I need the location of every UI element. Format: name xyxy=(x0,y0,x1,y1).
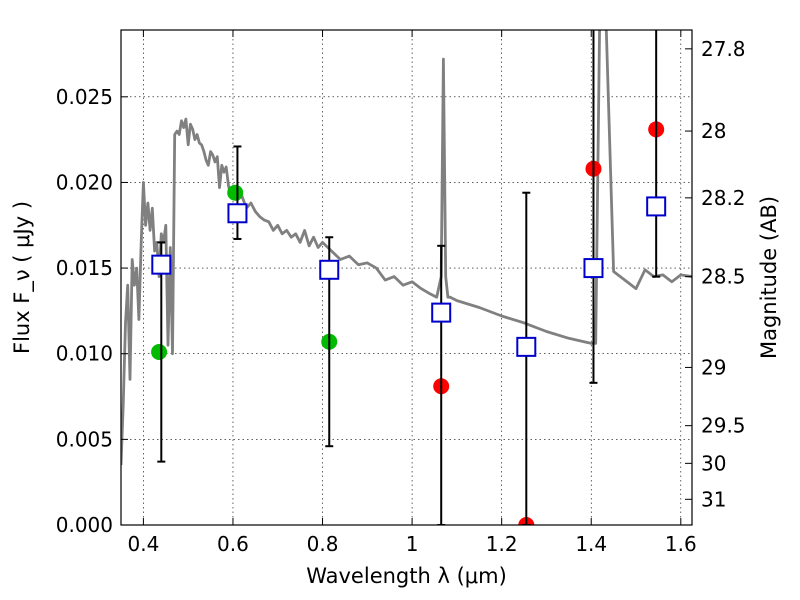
y-tick-label: 0.005 xyxy=(56,427,113,451)
ticks: 0.4 0.6 0.8 1 1.2 1.4 1.6 0.000 0.005 0.010 0.015 0… xyxy=(56,30,746,556)
data-point-circle xyxy=(227,184,244,201)
right-tick-label: 29 xyxy=(701,355,726,379)
y-tick-label: 0.010 xyxy=(56,342,113,366)
y-tick-label: 0.015 xyxy=(56,256,113,280)
grid xyxy=(121,30,692,526)
axes-frame xyxy=(120,29,693,526)
data-point-circle xyxy=(151,344,168,361)
x-axis-label: Wavelength λ (μm) xyxy=(306,564,507,588)
data-point-square xyxy=(227,203,248,224)
right-tick-label: 27.8 xyxy=(701,37,746,61)
data-point-square xyxy=(516,336,537,357)
x-tick-label: 1 xyxy=(406,532,419,556)
data-point-square xyxy=(151,254,172,275)
y-tick-label: 0.020 xyxy=(56,170,113,194)
x-tick-label: 0.4 xyxy=(127,532,159,556)
right-axis-label: Magnitude (AB) xyxy=(757,196,781,359)
data-point-square xyxy=(583,258,604,279)
plot-area xyxy=(121,30,692,525)
data-point-square xyxy=(319,259,340,280)
x-tick-label: 1.4 xyxy=(575,532,607,556)
data-point-square xyxy=(646,196,667,217)
x-tick-label: 0.8 xyxy=(307,532,339,556)
x-tick-label: 0.6 xyxy=(217,532,249,556)
right-tick-label: 28 xyxy=(701,119,726,143)
x-tick-label: 1.2 xyxy=(486,532,518,556)
right-tick-label: 31 xyxy=(701,487,726,511)
x-tick-label: 1.6 xyxy=(665,532,697,556)
data-point-square xyxy=(431,302,452,323)
y-axis-label: Flux F_ν ( μJy ) xyxy=(10,201,35,354)
right-tick-label: 28.2 xyxy=(701,186,746,210)
right-tick-label: 28.5 xyxy=(701,265,746,289)
right-tick-label: 29.5 xyxy=(701,414,746,438)
right-tick-label: 30 xyxy=(701,451,726,475)
y-tick-label: 0.000 xyxy=(56,513,113,537)
y-tick-label: 0.025 xyxy=(56,85,113,109)
